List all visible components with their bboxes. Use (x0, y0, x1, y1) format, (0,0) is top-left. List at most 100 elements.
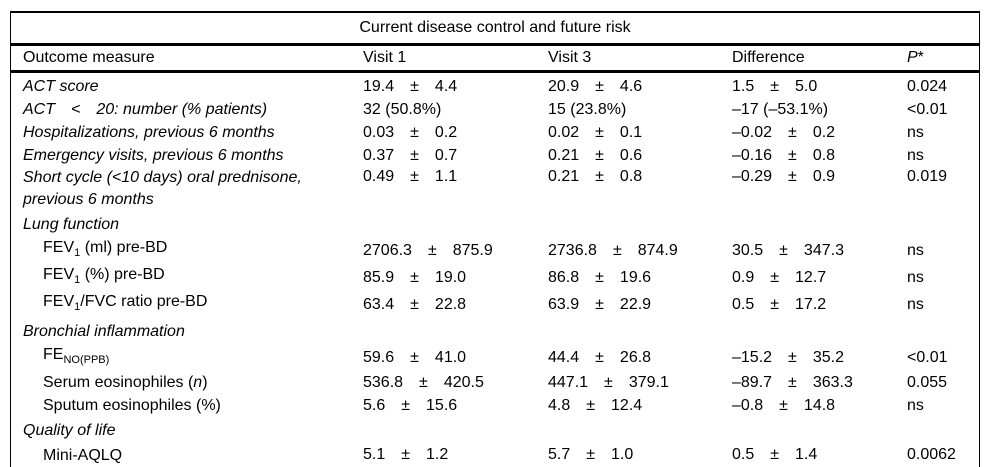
visit1-value: 32 (50.8%) (363, 101, 548, 119)
label-italic-n: n (193, 374, 203, 391)
outcome-label: FEV1/FVC ratio pre-BD (23, 291, 363, 318)
mean: 5.6 (363, 396, 386, 414)
plus-minus: ± (595, 268, 604, 286)
section-label: Lung function (23, 216, 120, 233)
row-act-lt20: ACT < 20: number (% patients) 32 (50.8%)… (11, 98, 979, 121)
label-text: FEV (43, 266, 75, 283)
difference-value: 0.5 ±17.2 (732, 296, 907, 314)
label-text: FEV (43, 239, 75, 256)
difference-value: –0.16 ±0.8 (732, 147, 907, 165)
column-header-difference: Difference (732, 49, 805, 66)
label-text: (%) pre-BD (80, 266, 165, 283)
visit1-value: 19.4 ±4.4 (363, 78, 548, 96)
visit3-value: 0.21 ±0.8 (548, 167, 732, 186)
p-value: 0.0062 (907, 446, 956, 463)
outcome-label: Short cycle (<10 days) oral prednisone, … (23, 169, 302, 208)
mean: 86.8 (548, 268, 580, 286)
section-bronchial-inflammation: Bronchial inflammation (11, 318, 979, 344)
outcome-label: FEV1 (ml) pre-BD (23, 237, 363, 264)
difference-value: 0.9 ±12.7 (732, 269, 907, 287)
sd: 19.0 (434, 268, 467, 286)
sd: 874.9 (637, 241, 678, 259)
outcome-label: FENO(PPB) (23, 344, 363, 371)
p-value: ns (907, 295, 924, 313)
mean: 4.8 (548, 396, 571, 414)
mean: 0.5 (732, 295, 755, 313)
visit1-value: 536.8 ±420.5 (363, 374, 548, 392)
sd: 26.8 (619, 348, 652, 366)
sd: 4.6 (619, 77, 643, 95)
mean: 63.4 (363, 295, 395, 313)
sd: 15.6 (426, 396, 458, 414)
mean: 5.7 (548, 446, 571, 463)
table-title-row: Current disease control and future risk (11, 13, 979, 46)
outcome-label: Emergency visits, previous 6 months (23, 147, 284, 164)
difference-value: –89.7 ±363.3 (732, 374, 907, 392)
visit3-value: 0.21 ±0.6 (548, 147, 732, 165)
sd: 363.3 (812, 373, 853, 391)
plus-minus: ± (410, 295, 419, 313)
row-sputum-eosinophiles: Sputum eosinophiles (%) 5.6 ±15.6 4.8 ±12.… (11, 394, 979, 417)
mean: 0.49 (363, 168, 395, 185)
plus-minus: ± (788, 146, 797, 164)
plus-minus: ± (770, 77, 780, 95)
row-short-cycle-prednisone: Short cycle (<10 days) oral prednisone, … (11, 167, 979, 211)
mean: 30.5 (732, 241, 764, 259)
label-subscript: NO(PPB) (63, 354, 110, 366)
outcome-label: FEV1 (%) pre-BD (23, 264, 363, 291)
mean: –15.2 (732, 348, 773, 366)
sd: 1.4 (795, 446, 818, 463)
visit3-value: 63.9 ±22.9 (548, 296, 732, 314)
mean: 447.1 (548, 373, 589, 391)
row-mini-aqlq: Mini-AQLQ 5.1 ±1.2 5.7 ±1.0 0.5 ±1.4 0.0062 (11, 443, 979, 467)
plus-minus: ± (410, 123, 419, 141)
plus-minus: ± (595, 348, 604, 366)
visit1-value: 5.6 ±15.6 (363, 397, 548, 415)
mean: 5.1 (363, 446, 386, 463)
sd: 14.8 (803, 396, 836, 414)
mean: –0.8 (732, 396, 764, 414)
difference-value: –15.2 ±35.2 (732, 349, 907, 367)
visit1-value: 0.49 ±1.1 (363, 167, 548, 186)
section-quality-of-life: Quality of life (11, 417, 979, 443)
label-text: FE (43, 346, 64, 363)
mean: 0.21 (548, 146, 580, 164)
difference-value: 1.5 ±5.0 (732, 78, 907, 96)
difference-value: 30.5 ±347.3 (732, 242, 907, 260)
plus-minus: ± (770, 446, 780, 463)
plus-minus: ± (410, 168, 419, 185)
plus-minus: ± (427, 241, 437, 259)
sd: 379.1 (628, 373, 669, 391)
table-body: ACT score 19.4 ±4.4 20.9 ±4.6 1.5 ±5.0 0.02… (11, 73, 979, 467)
section-label: Quality of life (23, 422, 116, 439)
mean: 2706.3 (363, 241, 412, 259)
mean: 0.5 (732, 446, 755, 463)
difference-value: –0.8 ±14.8 (732, 397, 907, 415)
count-percent: –17 (–53.1%) (732, 100, 829, 118)
p-value: 0.055 (907, 373, 948, 391)
sd: 0.2 (812, 123, 836, 141)
plus-minus: ± (586, 446, 596, 463)
sd: 347.3 (803, 241, 844, 259)
sd: 1.2 (426, 446, 449, 463)
p-value: 0.019 (907, 168, 948, 185)
column-header-outcome: Outcome measure (23, 49, 155, 66)
plus-minus: ± (612, 241, 622, 259)
section-lung-function: Lung function (11, 211, 979, 237)
mean: 85.9 (363, 268, 395, 286)
column-header-visit3: Visit 3 (548, 49, 592, 66)
sd: 0.8 (619, 168, 643, 185)
plus-minus: ± (401, 396, 411, 414)
label-text: /FVC ratio pre-BD (80, 293, 208, 310)
mean: 1.5 (732, 77, 755, 95)
p-value: <0.01 (907, 348, 948, 366)
p-italic: P (907, 49, 918, 66)
column-header-visit1: Visit 1 (363, 49, 407, 66)
sd: 12.4 (611, 396, 643, 414)
outcomes-table: Current disease control and future risk … (10, 11, 980, 467)
mean: –0.16 (732, 146, 773, 164)
plus-minus: ± (595, 123, 604, 141)
sd: 0.9 (812, 168, 836, 185)
visit3-value: 5.7 ±1.0 (548, 446, 732, 464)
